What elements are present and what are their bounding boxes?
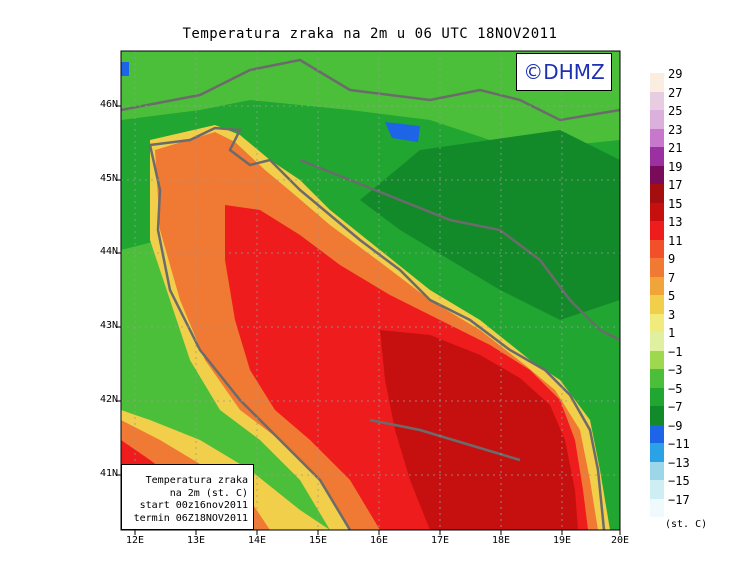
lon-label-16e: 16E [369,535,389,546]
legend-label: −9 [668,418,683,433]
coastline [120,58,621,531]
legend-label: −7 [668,400,683,414]
legend-swatch [650,110,664,129]
lon-label-14e: 14E [247,535,267,546]
legend-swatch [650,332,664,351]
map-frame [120,50,621,531]
lat-label-45n: 45N [99,173,118,184]
info-line-3: start 00z16nov2011 [139,500,248,511]
info-box: Temperatura zraka na 2m (st. C) start 00… [121,464,254,530]
legend-label: 3 [668,307,676,322]
legend-swatch [650,73,664,92]
lon-label-20e: 20E [610,535,630,546]
lat-label-41n: 41N [99,468,118,479]
legend-swatch [650,387,664,406]
legend-swatch [650,258,664,277]
legend-label: 7 [668,270,676,285]
legend-swatch [650,443,664,462]
legend-label: 11 [668,233,683,248]
legend-label: −1 [668,344,683,359]
legend-swatch [650,313,664,332]
legend-units: (st. C) [665,519,708,530]
legend-label: −17 [668,492,690,507]
lat-label-43n: 43N [99,320,118,331]
lat-label-44n: 44N [99,246,118,257]
legend-label: −3 [668,363,683,377]
legend-label: 19 [668,159,683,174]
legend-swatch [650,295,664,314]
legend-swatch [650,498,664,517]
map-title: Temperatura zraka na 2m u 06 UTC 18NOV20… [182,26,558,42]
lon-label-15e: 15E [308,535,328,546]
lon-label-17e: 17E [430,535,450,546]
legend-label: 29 [668,67,683,81]
legend-swatch [650,128,664,147]
legend-label: 21 [668,141,683,155]
legend-label: 1 [668,326,676,340]
legend-swatch [650,239,664,258]
legend-swatch [650,461,664,480]
legend-swatch [650,276,664,295]
tick-marks [116,105,621,535]
lon-label-18e: 18E [491,535,511,546]
legend-swatch [650,91,664,110]
legend-label: 15 [668,196,683,211]
legend-swatch [650,480,664,499]
legend-swatch [650,350,664,369]
lat-label-46n: 46N [99,99,118,110]
legend-label: −15 [668,474,690,488]
legend-label: 17 [668,178,683,192]
legend-label: −13 [668,455,690,470]
legend-swatch [650,147,664,166]
info-line-2: na 2m (st. C) [169,487,248,499]
legend-swatch [650,165,664,184]
info-line-1: Temperatura zraka [145,475,248,486]
legend-label: 5 [668,289,676,303]
info-line-4: termin 06Z18NOV2011 [133,512,248,524]
legend-label: −5 [668,381,683,396]
legend-swatch [650,202,664,221]
legend-swatch [650,406,664,425]
legend-swatch [650,221,664,240]
dhmz-watermark: ©DHMZ [516,53,612,91]
grid-lines [121,51,620,530]
lat-label-42n: 42N [99,394,118,405]
legend-swatch [650,184,664,203]
lon-label-13e: 13E [186,535,206,546]
legend-label: 25 [668,104,683,118]
legend-label: 23 [668,122,683,137]
lon-label-19e: 19E [552,535,572,546]
legend-label: −11 [668,437,690,451]
legend-label: 13 [668,215,683,229]
legend-label: 27 [668,85,683,100]
lon-label-12e: 12E [125,535,145,546]
legend-label: 9 [668,252,676,266]
legend-swatch [650,369,664,388]
legend-swatch [650,424,664,443]
